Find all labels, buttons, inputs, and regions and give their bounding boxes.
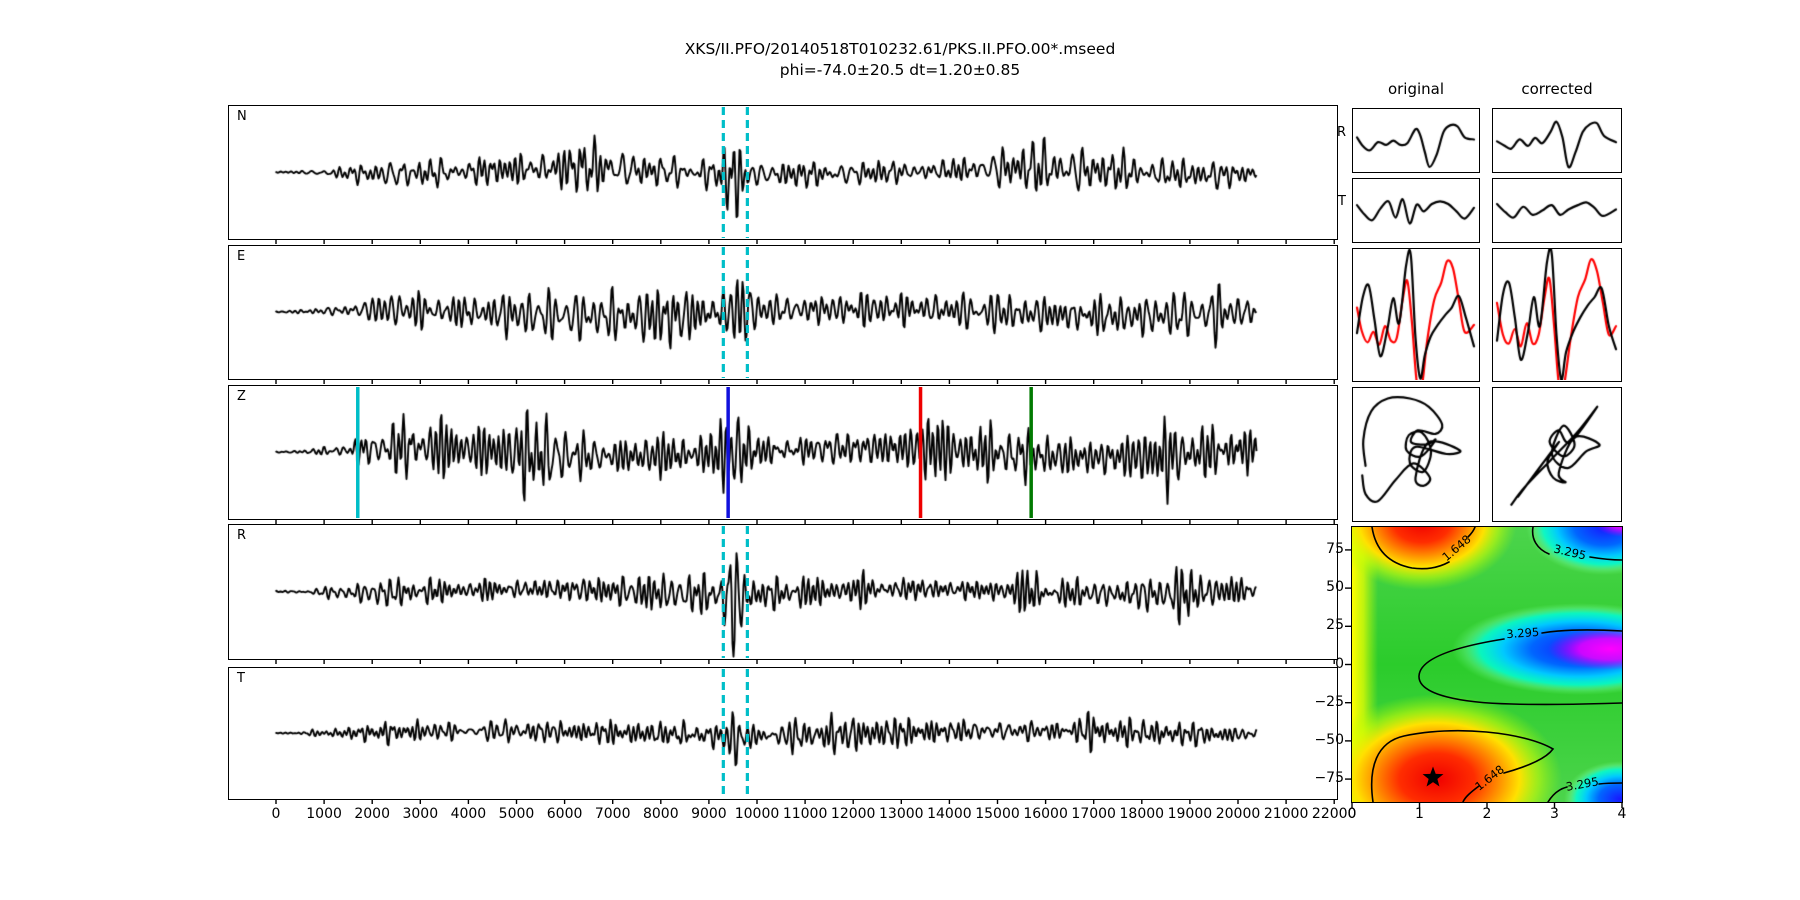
mini-panel-fast-slow-corrected — [1492, 248, 1622, 382]
mini-panel-particle-motion-original — [1352, 387, 1480, 522]
maximum-core-top-right — [1595, 526, 1622, 537]
x-axis-tick-label: 10000 — [734, 806, 780, 822]
particle-motion-corrected — [1493, 388, 1620, 520]
maximum-blob-top-right — [1525, 526, 1622, 575]
x-axis-tick-label: 11000 — [782, 806, 828, 822]
panel-label-T: T — [237, 671, 245, 686]
maximum-core-middle — [1547, 627, 1622, 670]
mini-panel-R-corrected — [1492, 108, 1622, 173]
mini-panel-T-original — [1352, 178, 1480, 243]
mini-trace-R-original — [1353, 109, 1478, 171]
mini-row-label-R: R — [1336, 125, 1346, 140]
panel-label-R: R — [237, 528, 247, 543]
mini-trace-fast-slow-corrected — [1493, 249, 1620, 380]
waveform-trace-N — [229, 106, 1336, 238]
phi-axis-tick-label: −75 — [1314, 770, 1344, 787]
mini-row-label-T: T — [1338, 194, 1346, 209]
mini-trace-T-corrected — [1493, 179, 1620, 241]
x-axis-tick-label: 22000 — [1311, 806, 1357, 822]
x-axis-tick-label: 19000 — [1167, 806, 1213, 822]
phi-axis-tick-label: −25 — [1314, 693, 1344, 710]
column-header-original: original — [1387, 80, 1445, 98]
x-axis-tick-label: 21000 — [1263, 806, 1309, 822]
mini-trace-T-original — [1353, 179, 1478, 241]
waveform-panel-E: E — [228, 245, 1338, 380]
x-axis-tick-label: 6000 — [546, 806, 583, 822]
waveform-trace-Z — [229, 386, 1336, 518]
mini-trace-R-corrected — [1493, 109, 1620, 171]
error-surface-heatmap: 1.648 3.295 3.295 1.648 3.295 — [1351, 526, 1622, 802]
phi-axis-tick-label: 0 — [1335, 655, 1344, 672]
x-axis-tick-label: 1000 — [306, 806, 342, 822]
waveform-panel-R: R — [228, 524, 1338, 660]
dt-axis-tick-label: 0 — [1347, 806, 1357, 822]
maximum-blob-bottom-right — [1563, 760, 1622, 802]
waveform-panel-N: N — [228, 105, 1338, 240]
panel-label-N: N — [237, 109, 247, 124]
x-axis-tick-label: 20000 — [1215, 806, 1261, 822]
mini-panel-fast-slow-original — [1352, 248, 1480, 382]
dt-axis-tick-label: 2 — [1482, 806, 1492, 822]
particle-motion-original — [1353, 388, 1478, 520]
x-axis-tick-label: 14000 — [927, 806, 972, 822]
phi-axis-tick-label: −50 — [1314, 731, 1344, 748]
x-axis-tick-label: 3000 — [402, 806, 439, 822]
best-fit-star — [1422, 766, 1443, 786]
x-axis-tick-label: 13000 — [879, 806, 924, 822]
x-axis-tick-label: 18000 — [1119, 806, 1165, 822]
minimum-blob-top-left — [1351, 526, 1517, 590]
dt-axis-tick-label: 1 — [1415, 806, 1424, 822]
x-axis-tick-label: 9000 — [691, 806, 727, 822]
x-axis-tick-label: 17000 — [1071, 806, 1116, 822]
panel-label-E: E — [237, 249, 246, 264]
dt-axis-tick-label: 3 — [1550, 806, 1559, 822]
x-axis-tick-label: 4000 — [450, 806, 487, 822]
waveform-panel-T: T — [228, 667, 1338, 800]
column-header-corrected: corrected — [1521, 80, 1593, 98]
dt-axis-tick-label: 4 — [1617, 806, 1627, 822]
phi-axis-tick-label: 25 — [1326, 617, 1344, 634]
figure-title: XKS/II.PFO/20140518T010232.61/PKS.II.PFO… — [684, 40, 1116, 58]
mini-panel-particle-motion-corrected — [1492, 387, 1622, 522]
x-axis-tick-label: 15000 — [975, 806, 1020, 822]
waveform-trace-E — [229, 246, 1336, 378]
contour-label: 3.295 — [1564, 774, 1599, 794]
mini-trace-fast-slow-original — [1353, 249, 1478, 380]
mini-panel-R-original — [1352, 108, 1480, 173]
mini-panel-T-corrected — [1492, 178, 1622, 243]
x-axis-tick-label: 7000 — [594, 806, 631, 822]
contour-label: 3.295 — [1505, 624, 1539, 640]
x-axis-tick-label: 5000 — [498, 806, 535, 822]
maximum-band-middle — [1451, 602, 1622, 695]
confidence-contours — [1370, 526, 1622, 802]
error-surface-plot: 1.648 3.295 3.295 1.648 3.295 — [1350, 525, 1623, 803]
x-axis-tick-label: 0 — [271, 806, 281, 822]
minimum-blob-bottom-left — [1351, 693, 1562, 802]
panel-label-Z: Z — [237, 389, 246, 404]
x-axis-tick-label: 12000 — [830, 806, 876, 822]
waveform-panel-Z: Z — [228, 385, 1338, 520]
figure-subtitle: phi=-74.0±20.5 dt=1.20±0.85 — [779, 61, 1021, 79]
phi-axis-tick-label: 50 — [1326, 579, 1344, 596]
waveform-trace-T — [229, 668, 1336, 798]
waveform-trace-R — [229, 525, 1336, 658]
phi-axis-tick-label: 75 — [1326, 540, 1344, 557]
x-axis-tick-label: 8000 — [642, 806, 679, 822]
x-axis-tick-label: 16000 — [1023, 806, 1068, 822]
x-axis-tick-label: 2000 — [354, 806, 391, 822]
